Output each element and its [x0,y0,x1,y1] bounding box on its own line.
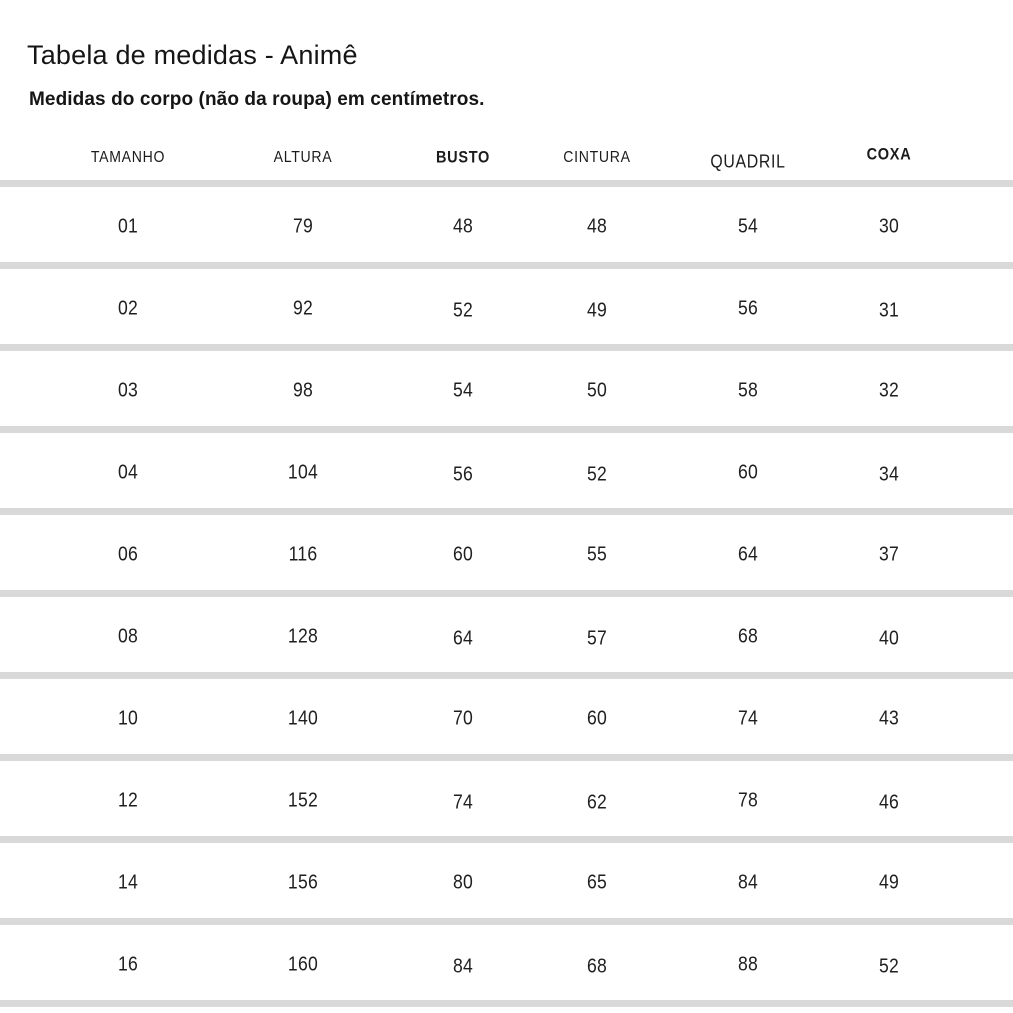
cell-cintura: 65 [586,871,608,893]
cell-tamanho: 03 [117,379,139,401]
cell-cintura: 52 [586,463,608,485]
cell-coxa: 40 [878,627,900,649]
table-row: 06 116 60 55 64 37 [0,515,1013,597]
cell-quadril: 74 [737,707,759,729]
cell-busto: 52 [452,299,474,321]
table-row: 03 98 54 50 58 32 [0,351,1013,433]
cell-altura: 104 [287,461,319,483]
table-header-row: TAMANHO ALTURA BUSTO CINTURA QUADRIL COXA [0,125,1013,187]
cell-tamanho: 10 [117,707,139,729]
cell-busto: 54 [452,379,474,401]
cell-coxa: 30 [878,215,900,237]
cell-coxa: 43 [878,707,900,729]
cell-quadril: 56 [737,297,759,319]
cell-quadril: 58 [737,379,759,401]
cell-busto: 64 [452,627,474,649]
cell-busto: 84 [452,955,474,977]
table-row: 01 79 48 48 54 30 [0,187,1013,269]
cell-cintura: 50 [586,379,608,401]
table-row: 12 152 74 62 78 46 [0,761,1013,843]
cell-busto: 56 [452,463,474,485]
cell-quadril: 84 [737,871,759,893]
column-header-coxa: COXA [866,145,912,163]
cell-altura: 79 [292,215,314,237]
page-title: Tabela de medidas - Animê [27,40,358,70]
column-header-altura: ALTURA [273,148,333,166]
cell-altura: 92 [292,297,314,319]
cell-tamanho: 04 [117,461,139,483]
cell-quadril: 64 [737,543,759,565]
cell-tamanho: 01 [117,215,139,237]
cell-busto: 74 [452,791,474,813]
cell-altura: 98 [292,379,314,401]
cell-quadril: 54 [737,215,759,237]
cell-quadril: 60 [737,461,759,483]
table-row: 02 92 52 49 56 31 [0,269,1013,351]
cell-quadril: 78 [737,789,759,811]
cell-altura: 156 [287,871,319,893]
cell-tamanho: 02 [117,297,139,319]
cell-altura: 140 [287,707,319,729]
cell-cintura: 68 [586,955,608,977]
cell-cintura: 57 [586,627,608,649]
cell-altura: 128 [287,625,319,647]
cell-cintura: 49 [586,299,608,321]
cell-coxa: 31 [878,299,900,321]
cell-cintura: 55 [586,543,608,565]
table-row: 10 140 70 60 74 43 [0,679,1013,761]
cell-tamanho: 14 [117,871,139,893]
table-row: 08 128 64 57 68 40 [0,597,1013,679]
cell-cintura: 60 [586,707,608,729]
column-header-tamanho: TAMANHO [90,148,166,166]
cell-tamanho: 08 [117,625,139,647]
column-header-busto: BUSTO [435,148,491,166]
cell-altura: 152 [287,789,319,811]
table-row: 04 104 56 52 60 34 [0,433,1013,515]
cell-busto: 60 [452,543,474,565]
column-header-cintura: CINTURA [563,148,631,166]
cell-quadril: 68 [737,625,759,647]
cell-coxa: 49 [878,871,900,893]
cell-tamanho: 16 [117,953,139,975]
column-header-quadril: QUADRIL [710,151,786,171]
cell-cintura: 62 [586,791,608,813]
table-row: 16 160 84 68 88 52 [0,925,1013,1007]
table-row: 14 156 80 65 84 49 [0,843,1013,925]
page-subtitle: Medidas do corpo (não da roupa) em centí… [29,89,485,110]
cell-coxa: 46 [878,791,900,813]
cell-busto: 48 [452,215,474,237]
cell-coxa: 52 [878,955,900,977]
cell-tamanho: 06 [117,543,139,565]
cell-altura: 160 [287,953,319,975]
cell-coxa: 34 [878,463,900,485]
cell-quadril: 88 [737,953,759,975]
cell-coxa: 37 [878,543,900,565]
cell-tamanho: 12 [117,789,139,811]
cell-coxa: 32 [878,379,900,401]
cell-busto: 70 [452,707,474,729]
cell-altura: 116 [288,543,318,565]
cell-busto: 80 [452,871,474,893]
cell-cintura: 48 [586,215,608,237]
